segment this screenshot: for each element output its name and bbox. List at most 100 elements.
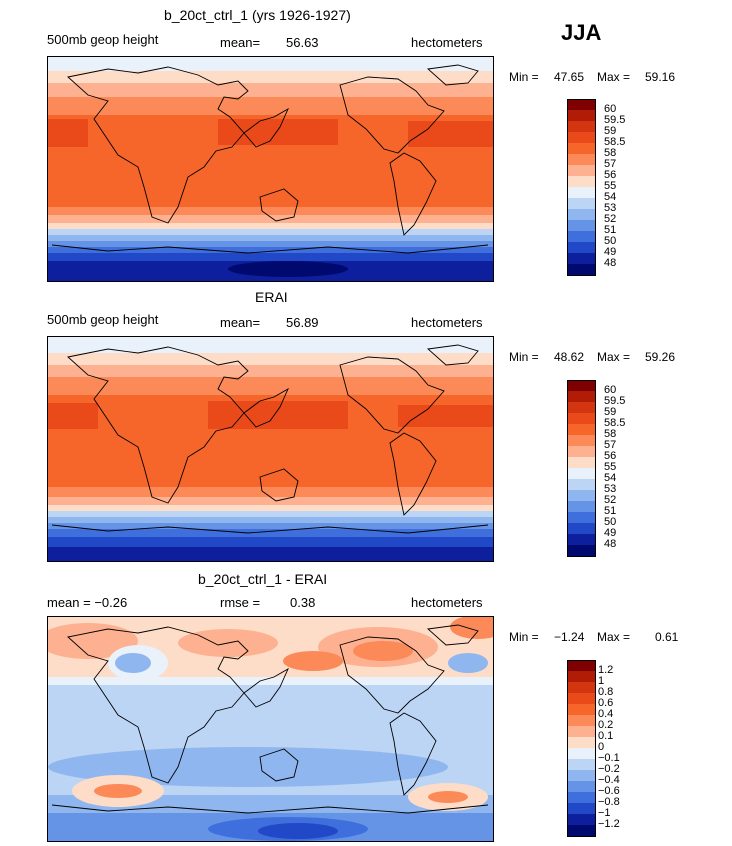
colorbar-tick-label: 49	[604, 527, 617, 539]
colorbar-tick-label: −0.1	[598, 752, 620, 764]
colorbar-swatch	[567, 479, 596, 491]
colorbar-tick-label: 59	[604, 406, 617, 418]
colorbar-swatch	[567, 781, 596, 793]
panel3-units: hectometers	[411, 595, 483, 610]
panel2-mean-value: 56.89	[286, 315, 319, 330]
colorbar-swatch	[567, 165, 596, 177]
colorbar-swatch	[567, 693, 596, 705]
colorbar-swatch	[567, 490, 596, 502]
colorbar-tick-label: 50	[604, 235, 617, 247]
colorbar-swatch	[567, 682, 596, 694]
panel2-title: ERAI	[255, 289, 288, 305]
colorbar-swatch	[567, 99, 596, 111]
panel1-field	[48, 57, 493, 281]
panel3-map	[47, 616, 494, 842]
colorbar-tick-label: 48	[604, 257, 617, 269]
colorbar-swatch	[567, 660, 596, 672]
colorbar-swatch	[567, 825, 596, 837]
colorbar-tick-label: 51	[604, 505, 617, 517]
panel1-mean-value: 56.63	[286, 35, 319, 50]
panel1-max-label: Max =	[597, 70, 631, 84]
colorbar-tick-label: 58.5	[604, 136, 626, 148]
colorbar-tick-label: −0.4	[598, 774, 620, 786]
panel3-max-value: 0.61	[655, 630, 679, 644]
colorbar-swatch	[567, 457, 596, 469]
colorbar-swatch	[567, 402, 596, 414]
season-label: JJA	[561, 20, 602, 45]
colorbar-swatch	[567, 446, 596, 458]
colorbar-tick-label: 59	[604, 125, 617, 137]
colorbar-swatch	[567, 545, 596, 557]
colorbar-tick-label: 59.5	[604, 114, 626, 126]
colorbar-swatch	[567, 792, 596, 804]
colorbar-swatch	[567, 253, 596, 265]
panel3-title: b_20ct_ctrl_1 - ERAI	[198, 571, 328, 587]
colorbar-swatch	[567, 512, 596, 524]
colorbar-tick-label: 50	[604, 516, 617, 528]
panel2-max-label: Max =	[597, 350, 631, 364]
colorbar-tick-label: 54	[604, 191, 617, 203]
colorbar-swatch	[567, 264, 596, 276]
panel3-min-label: Min =	[509, 630, 539, 644]
panel1-max-value: 59.16	[645, 70, 676, 84]
colorbar-tick-label: 53	[604, 202, 617, 214]
colorbar-tick-label: −1	[598, 807, 611, 819]
colorbar-swatch	[567, 242, 596, 254]
colorbar-tick-label: 60	[604, 103, 617, 115]
colorbar-swatch	[567, 726, 596, 738]
panel3-max-label: Max =	[597, 630, 631, 644]
colorbar-tick-label: 58.5	[604, 417, 626, 429]
colorbar-tick-label: −0.6	[598, 785, 620, 797]
colorbar-tick-label: 59.5	[604, 395, 626, 407]
panel3-rmse-value: 0.38	[290, 595, 316, 610]
panel2-map	[47, 336, 494, 562]
colorbar-tick-label: 51	[604, 224, 617, 236]
colorbar-swatch	[567, 391, 596, 403]
colorbar-tick-label: 54	[604, 472, 617, 484]
colorbar-swatch	[567, 220, 596, 232]
colorbar-swatch	[567, 380, 596, 392]
colorbar-tick-label: −0.8	[598, 796, 620, 808]
colorbar-swatch	[567, 737, 596, 749]
colorbar-tick-label: 60	[604, 384, 617, 396]
colorbar-swatch	[567, 110, 596, 122]
colorbar-swatch	[567, 209, 596, 221]
panel1-min-label: Min =	[509, 70, 539, 84]
panel1-mean-label: mean=	[220, 35, 261, 50]
colorbar-swatch	[567, 814, 596, 826]
colorbar-swatch	[567, 704, 596, 716]
panel2-min-value: 48.62	[554, 350, 585, 364]
colorbar-tick-label: 52	[604, 213, 617, 225]
colorbar-swatch	[567, 424, 596, 436]
colorbar-tick-label: 53	[604, 483, 617, 495]
colorbar-swatch	[567, 715, 596, 727]
panel3-colorbar	[567, 660, 596, 837]
panel2-max-value: 59.26	[645, 350, 676, 364]
colorbar-swatch	[567, 121, 596, 133]
panel3-min-value: −1.24	[554, 630, 585, 644]
colorbar-swatch	[567, 187, 596, 199]
panel1-title: b_20ct_ctrl_1 (yrs 1926-1927)	[164, 7, 351, 23]
colorbar-tick-label: 0	[598, 741, 605, 753]
panel1-min-value: 47.65	[554, 70, 585, 84]
colorbar-tick-label: 56	[604, 450, 617, 462]
colorbar-tick-label: −1.2	[598, 818, 620, 830]
colorbar-tick-label: 56	[604, 169, 617, 181]
colorbar-tick-label: 48	[604, 538, 617, 550]
colorbar-swatch	[567, 759, 596, 771]
panel3-field	[48, 617, 493, 841]
colorbar-swatch	[567, 523, 596, 535]
panel1-map	[47, 56, 494, 282]
colorbar-tick-label: 52	[604, 494, 617, 506]
panel2-field	[48, 337, 493, 561]
panel2-mean-label: mean=	[220, 315, 261, 330]
panel2-colorbar	[567, 380, 596, 557]
colorbar-swatch	[567, 770, 596, 782]
panel1-variable-label: 500mb geop height	[47, 32, 159, 47]
colorbar-tick-label: 1	[598, 675, 605, 687]
colorbar-swatch	[567, 198, 596, 210]
colorbar-tick-label: 0.2	[598, 719, 614, 731]
colorbar-tick-label: 57	[604, 439, 617, 451]
colorbar-swatch	[567, 671, 596, 683]
colorbar-swatch	[567, 176, 596, 188]
